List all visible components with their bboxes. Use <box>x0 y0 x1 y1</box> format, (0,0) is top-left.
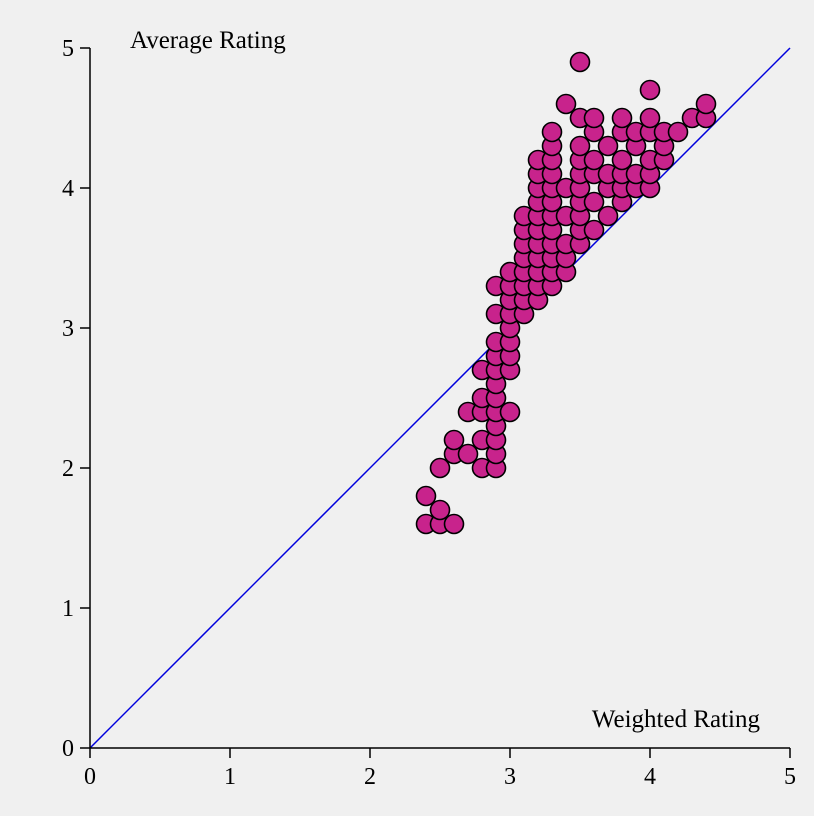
data-point <box>541 121 563 143</box>
data-point <box>569 135 591 157</box>
x-tick-label: 4 <box>644 764 656 790</box>
y-tick-label: 0 <box>62 736 74 762</box>
points-layer <box>415 51 717 535</box>
x-tick-label: 1 <box>224 764 236 790</box>
axes <box>89 48 790 749</box>
data-point <box>443 513 465 535</box>
data-point <box>597 135 619 157</box>
data-point <box>611 149 633 171</box>
data-point <box>443 429 465 451</box>
data-point <box>429 499 451 521</box>
data-point <box>597 205 619 227</box>
data-point <box>611 107 633 129</box>
data-point <box>429 457 451 479</box>
data-point <box>555 93 577 115</box>
data-point <box>457 443 479 465</box>
y-ticks: 0 1 2 3 4 5 <box>62 36 90 762</box>
data-point <box>583 107 605 129</box>
data-point <box>569 51 591 73</box>
data-point <box>499 401 521 423</box>
data-point <box>639 107 661 129</box>
x-tick-label: 5 <box>784 764 796 790</box>
reference-line <box>89 47 791 749</box>
y-tick-label: 3 <box>62 316 74 342</box>
y-tick-label: 1 <box>62 596 74 622</box>
data-point <box>583 191 605 213</box>
y-tick-label: 4 <box>62 176 74 202</box>
x-tick-label: 0 <box>84 764 96 790</box>
x-tick-label: 3 <box>504 764 516 790</box>
data-point <box>639 79 661 101</box>
x-ticks: 0 1 2 3 4 5 <box>84 748 796 790</box>
y-axis-title: Average Rating <box>130 27 286 54</box>
data-point <box>583 149 605 171</box>
data-point <box>415 485 437 507</box>
data-point <box>695 93 717 115</box>
x-tick-label: 2 <box>364 764 376 790</box>
y-tick-label: 2 <box>62 456 74 482</box>
data-point <box>583 219 605 241</box>
data-point <box>667 121 689 143</box>
y-tick-label: 5 <box>62 36 74 62</box>
reference-line-layer <box>89 47 791 749</box>
x-axis-title: Weighted Rating <box>592 706 761 733</box>
